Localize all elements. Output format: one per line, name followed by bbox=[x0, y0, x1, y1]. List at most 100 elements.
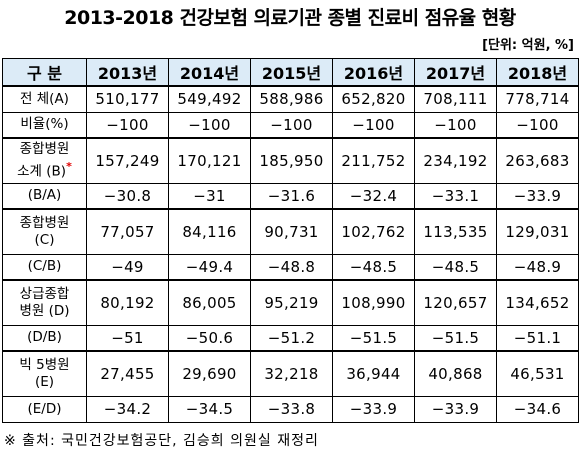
value-cell: 80,192 bbox=[86, 279, 169, 326]
value-cell: −31.6 bbox=[250, 182, 333, 210]
value-cell: 134,652 bbox=[496, 279, 579, 326]
row-label-text: 상급종합 bbox=[19, 285, 70, 302]
value-cell: −51.2 bbox=[250, 324, 333, 352]
value-cell: 46,531 bbox=[496, 350, 579, 397]
row-label-text: (B/A) bbox=[27, 187, 62, 204]
value-cell: −100 bbox=[414, 111, 497, 139]
row-label-line: (B/A) bbox=[4, 187, 86, 204]
value-cell: 510,177 bbox=[86, 85, 169, 113]
row-label-line: 병원 (D) bbox=[4, 302, 86, 320]
row-label-text: 병원 (D) bbox=[19, 302, 70, 319]
value-cell: −48.5 bbox=[332, 253, 415, 281]
row-label-line: (E) bbox=[4, 373, 86, 391]
value-cell: 29,690 bbox=[168, 350, 251, 397]
value-cell: 32,218 bbox=[250, 350, 333, 397]
value-cell: −30.8 bbox=[86, 182, 169, 210]
value-cell: 549,492 bbox=[168, 85, 251, 113]
table-row: (C/B) −49 −49.4 −48.8 −48.5 −48.5 −48.9 bbox=[2, 253, 579, 281]
table-row: 전 체(A) 510,177 549,492 588,986 652,820 708,11… bbox=[2, 85, 579, 113]
row-label-line: (E/D) bbox=[4, 400, 86, 418]
row-label-line: 빅 5병원 bbox=[4, 356, 86, 374]
row-label-line: 비율(%) bbox=[4, 116, 86, 133]
value-cell: 263,683 bbox=[496, 137, 579, 184]
value-cell: 36,944 bbox=[332, 350, 415, 397]
value-cell: −31 bbox=[168, 182, 251, 210]
value-cell: 113,535 bbox=[414, 208, 497, 255]
value-cell: 588,986 bbox=[250, 85, 333, 113]
value-cell: −50.6 bbox=[168, 324, 251, 352]
value-cell: −33.8 bbox=[250, 395, 333, 423]
value-cell: −33.9 bbox=[414, 395, 497, 423]
value-cell: −100 bbox=[250, 111, 333, 139]
page-title: 2013-2018 건강보험 의료기관 종별 진료비 점유율 현황 bbox=[64, 7, 516, 29]
value-cell: −33.9 bbox=[332, 395, 415, 423]
value-cell: 129,031 bbox=[496, 208, 579, 255]
row-label-text: 종합병원 bbox=[19, 141, 70, 157]
row-label-line: 종합병원 bbox=[4, 214, 86, 232]
value-cell: 652,820 bbox=[332, 85, 415, 113]
row-label-text: (E/D) bbox=[27, 400, 62, 417]
value-cell: 185,950 bbox=[250, 137, 333, 184]
value-cell: −48.8 bbox=[250, 253, 333, 281]
value-cell: −48.5 bbox=[414, 253, 497, 281]
value-cell: −33.9 bbox=[496, 182, 579, 210]
row-label-line: 전 체(A) bbox=[4, 90, 86, 108]
table-body: 전 체(A) 510,177 549,492 588,986 652,820 708,11… bbox=[2, 85, 579, 423]
row-label-line: (C/B) bbox=[4, 258, 86, 275]
header-cell: 2016년 bbox=[332, 58, 415, 87]
row-label-text: 빅 5병원 bbox=[19, 356, 70, 373]
value-cell: 157,249 bbox=[86, 137, 169, 184]
value-cell: 90,731 bbox=[250, 208, 333, 255]
value-cell: −34.6 bbox=[496, 395, 579, 423]
row-label: 종합병원 (C) bbox=[2, 208, 87, 255]
value-cell: 108,990 bbox=[332, 279, 415, 326]
table-row: (B/A) −30.8 −31 −31.6 −32.4 −33.1 −33.9 bbox=[2, 182, 579, 210]
row-label: 빅 5병원 (E) bbox=[2, 350, 87, 397]
value-cell: 86,005 bbox=[168, 279, 251, 326]
row-label-text: 전 체(A) bbox=[20, 90, 69, 107]
footnote-asterisk: * bbox=[66, 160, 72, 173]
row-label: (D/B) bbox=[2, 324, 87, 352]
header-cell: 2018년 bbox=[496, 58, 579, 87]
header-cell: 2015년 bbox=[250, 58, 333, 87]
value-cell: 708,111 bbox=[414, 85, 497, 113]
row-label-line: (C) bbox=[4, 232, 86, 249]
value-cell: 211,752 bbox=[332, 137, 415, 184]
value-cell: 27,455 bbox=[86, 350, 169, 397]
table-header-row: 구 분 2013년 2014년 2015년 2016년 2017년 2018년 bbox=[2, 58, 579, 87]
row-label-text: (C/B) bbox=[27, 258, 62, 275]
value-cell: −100 bbox=[86, 111, 169, 139]
source-note: ※ 출처: 국민건강보험공단, 김승희 의원실 재정리 bbox=[4, 433, 319, 449]
table-row: 빅 5병원 (E) 27,455 29,690 32,218 36,944 40,868 46… bbox=[2, 350, 579, 397]
row-label: (E/D) bbox=[2, 395, 87, 423]
value-cell: 95,219 bbox=[250, 279, 333, 326]
row-label-text: 종합병원 bbox=[19, 214, 70, 231]
row-label-line: 종합병원 bbox=[4, 141, 86, 158]
table-row: (E/D) −34.2 −34.5 −33.8 −33.9 −33.9 −34.6 bbox=[2, 395, 579, 423]
data-table: 구 분 2013년 2014년 2015년 2016년 2017년 2018년 … bbox=[2, 58, 579, 423]
row-label: 종합병원 소계 (B)* bbox=[2, 137, 87, 184]
value-cell: 102,762 bbox=[332, 208, 415, 255]
row-label-line: 소계 (B)* bbox=[4, 158, 86, 181]
value-cell: 120,657 bbox=[414, 279, 497, 326]
table-row: 종합병원 소계 (B)* 157,249 170,121 185,950 211,752 2… bbox=[2, 137, 579, 184]
row-label-line: (D/B) bbox=[4, 329, 86, 346]
value-cell: −34.5 bbox=[168, 395, 251, 423]
value-cell: 84,116 bbox=[168, 208, 251, 255]
row-label: 전 체(A) bbox=[2, 85, 87, 113]
unit-note: [단위: 억원, %] bbox=[482, 38, 574, 53]
value-cell: 40,868 bbox=[414, 350, 497, 397]
value-cell: 170,121 bbox=[168, 137, 251, 184]
header-cell: 2013년 bbox=[86, 58, 169, 87]
value-cell: 77,057 bbox=[86, 208, 169, 255]
row-label-text: 비율(%) bbox=[20, 116, 69, 133]
value-cell: −49.4 bbox=[168, 253, 251, 281]
table-row: (D/B) −51 −50.6 −51.2 −51.5 −51.5 −51.1 bbox=[2, 324, 579, 352]
row-label-line: 상급종합 bbox=[4, 285, 86, 303]
row-label-text: (D/B) bbox=[27, 329, 62, 346]
row-label: (C/B) bbox=[2, 253, 87, 281]
row-label-text: (E) bbox=[34, 373, 55, 390]
value-cell: −51.5 bbox=[332, 324, 415, 352]
value-cell: 778,714 bbox=[496, 85, 579, 113]
